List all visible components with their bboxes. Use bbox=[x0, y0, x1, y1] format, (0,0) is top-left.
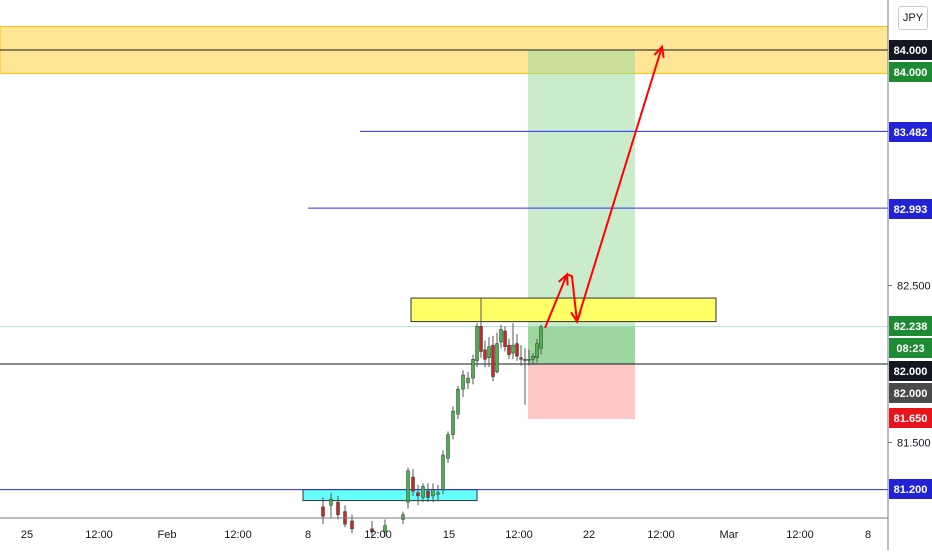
candle bbox=[515, 343, 519, 357]
loss-zone bbox=[528, 364, 635, 419]
candle bbox=[370, 528, 374, 533]
projection-path bbox=[544, 46, 663, 329]
price-badge-label: 82.238 bbox=[894, 321, 928, 333]
candle bbox=[523, 359, 527, 362]
candle bbox=[511, 344, 515, 354]
x-tick-label: 25 bbox=[21, 529, 33, 541]
support-box bbox=[302, 489, 478, 502]
arrow-head-down bbox=[570, 310, 582, 324]
candle bbox=[499, 329, 503, 343]
profit-filled-zone bbox=[528, 326, 635, 364]
candle bbox=[487, 346, 491, 358]
currency-label[interactable]: JPY bbox=[898, 6, 928, 30]
x-tick-label: 12:00 bbox=[647, 529, 675, 541]
price-badge-label: 08:23 bbox=[896, 343, 924, 355]
x-tick-label: 12:00 bbox=[505, 529, 533, 541]
candle bbox=[350, 520, 354, 530]
x-tick-label: Feb bbox=[158, 529, 177, 541]
arrow-head-up-2 bbox=[653, 44, 665, 58]
candle bbox=[456, 388, 460, 415]
candle bbox=[483, 349, 487, 360]
price-badge-label: 81.650 bbox=[894, 413, 928, 425]
arrow-head-up-1 bbox=[558, 272, 569, 286]
price-badge bbox=[889, 383, 932, 403]
candle bbox=[471, 359, 475, 379]
candle bbox=[479, 326, 483, 352]
x-tick-label: 15 bbox=[443, 529, 455, 541]
candle bbox=[411, 476, 415, 492]
candle bbox=[475, 326, 479, 362]
candle bbox=[421, 486, 425, 498]
candle bbox=[461, 374, 465, 390]
candle bbox=[441, 454, 445, 490]
candle bbox=[416, 492, 420, 497]
price-badge bbox=[889, 122, 932, 142]
candle bbox=[503, 330, 507, 347]
x-tick-label: 22 bbox=[583, 529, 595, 541]
candle bbox=[531, 355, 535, 360]
price-badge bbox=[889, 40, 932, 60]
candle bbox=[466, 377, 470, 384]
candle bbox=[446, 434, 450, 459]
candle bbox=[491, 344, 495, 377]
x-tick-label: 12:00 bbox=[786, 529, 814, 541]
candle bbox=[336, 501, 340, 515]
candle bbox=[426, 490, 430, 498]
price-badge bbox=[889, 361, 932, 381]
candle bbox=[401, 514, 405, 520]
x-tick-label: 8 bbox=[865, 529, 871, 541]
price-badge bbox=[889, 62, 932, 82]
x-tick-label: 12:00 bbox=[364, 529, 392, 541]
price-badge-label: 82.000 bbox=[894, 388, 928, 400]
candle bbox=[535, 343, 539, 358]
candle bbox=[507, 344, 511, 355]
resistance-box bbox=[410, 297, 717, 323]
x-tick-label: 12:00 bbox=[224, 529, 252, 541]
y-tick-label: 82.500 bbox=[897, 281, 931, 293]
price-badge-label: 83.482 bbox=[894, 127, 928, 139]
price-badge-label: 82.993 bbox=[894, 204, 928, 216]
price-badge bbox=[889, 408, 932, 428]
price-badge bbox=[889, 338, 932, 358]
y-tick-label: 81.500 bbox=[897, 438, 931, 450]
candle bbox=[539, 326, 543, 349]
x-tick-label: 12:00 bbox=[85, 529, 113, 541]
candle bbox=[451, 410, 455, 435]
candle bbox=[527, 359, 531, 361]
price-badge bbox=[889, 479, 932, 499]
candle bbox=[519, 357, 523, 360]
candle bbox=[495, 343, 499, 373]
x-tick-label: Mar bbox=[720, 529, 739, 541]
candle bbox=[321, 506, 325, 517]
candle bbox=[431, 489, 435, 497]
candle bbox=[383, 525, 387, 533]
price-badge-label: 84.000 bbox=[894, 45, 928, 57]
price-badge-label: 81.200 bbox=[894, 484, 928, 496]
candle bbox=[406, 470, 410, 503]
candle bbox=[329, 498, 333, 506]
price-badge-label: 82.000 bbox=[894, 366, 928, 378]
price-badge-label: 84.000 bbox=[894, 67, 928, 79]
candle bbox=[436, 492, 440, 495]
price-badge bbox=[889, 316, 932, 336]
x-tick-label: 8 bbox=[305, 529, 311, 541]
price-badge bbox=[889, 199, 932, 219]
